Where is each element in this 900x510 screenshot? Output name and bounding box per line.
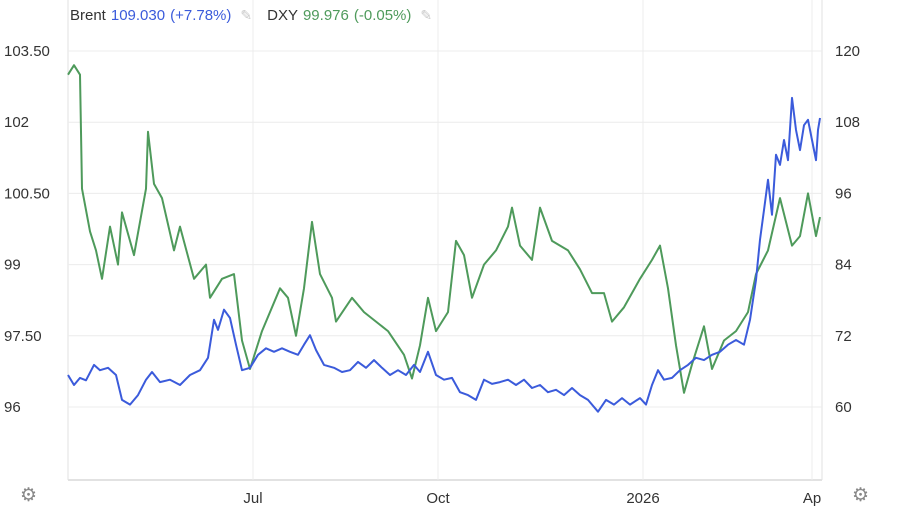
- left-y-tick-label: 96: [4, 399, 21, 416]
- x-tick-label: Ap: [803, 490, 821, 507]
- right-y-tick-label: 60: [835, 399, 852, 416]
- right-y-tick-label: 96: [835, 185, 852, 202]
- legend: Brent 109.030 (+7.78%) ✎ DXY 99.976 (-0.…: [70, 7, 442, 24]
- legend-brent-name: Brent: [70, 7, 106, 24]
- left-axis-settings-gear-icon[interactable]: ⚙: [20, 485, 38, 506]
- series-line-dxy: [67, 64, 821, 394]
- legend-brent-change: (+7.78%): [170, 7, 232, 24]
- x-tick-label: Jul: [243, 490, 262, 507]
- left-y-tick-label: 97.50: [4, 328, 42, 345]
- x-tick-label: 2026: [626, 490, 659, 507]
- left-y-tick-label: 99: [4, 257, 21, 274]
- right-y-tick-label: 108: [835, 114, 860, 131]
- right-y-tick-label: 84: [835, 257, 852, 274]
- series-line-brent: [67, 96, 821, 413]
- left-y-tick-label: 103.50: [4, 43, 50, 60]
- edit-dxy-pencil-icon[interactable]: ✎: [420, 7, 433, 23]
- legend-dxy-value: 99.976: [302, 7, 349, 24]
- legend-dxy-change: (-0.05%): [353, 7, 412, 24]
- left-y-tick-label: 100.50: [4, 185, 50, 202]
- edit-brent-pencil-icon[interactable]: ✎: [240, 7, 253, 23]
- right-y-tick-label: 120: [835, 43, 860, 60]
- x-tick-label: Oct: [426, 490, 450, 507]
- right-axis-settings-gear-icon[interactable]: ⚙: [852, 485, 870, 506]
- legend-brent-value: 109.030: [110, 7, 166, 24]
- right-y-tick-label: 72: [835, 328, 852, 345]
- left-y-tick-label: 102: [4, 114, 29, 131]
- legend-dxy-name: DXY: [267, 7, 298, 24]
